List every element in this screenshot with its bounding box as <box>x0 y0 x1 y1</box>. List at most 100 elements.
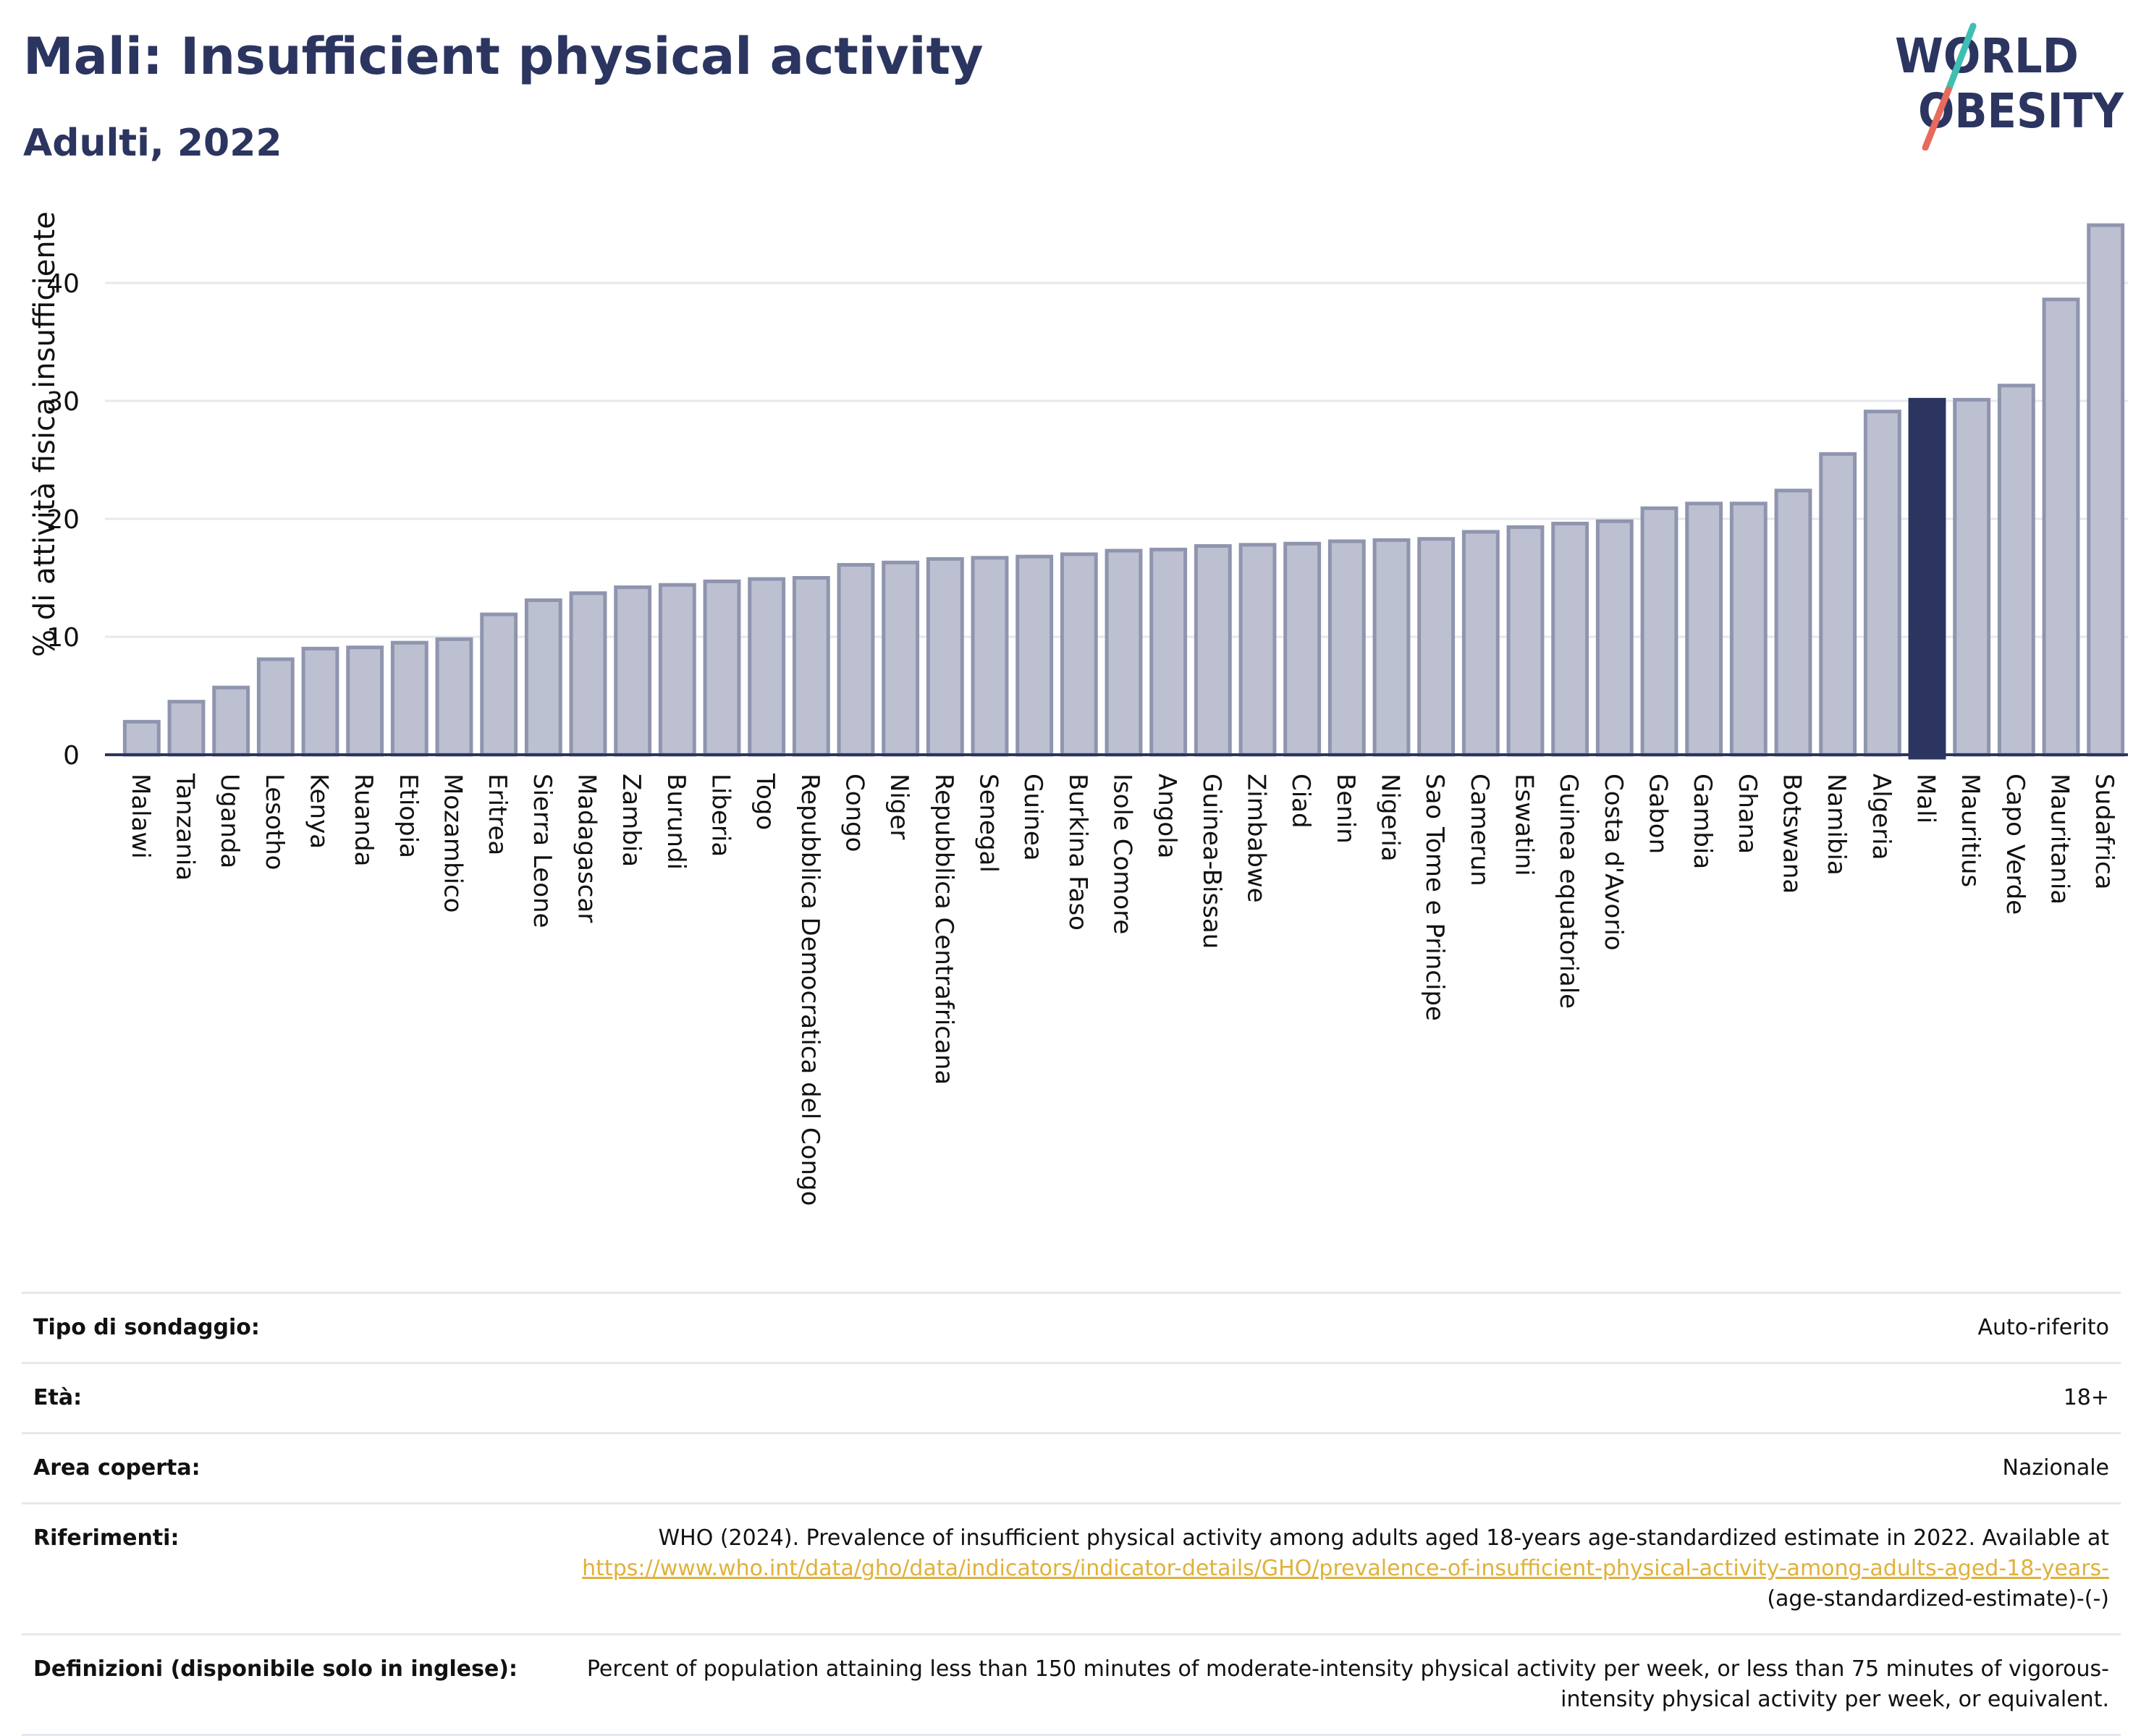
x-tick-label: Senegal <box>974 774 1003 873</box>
bar-ghana <box>1729 501 1768 757</box>
age-label: Età: <box>22 1362 552 1434</box>
bars <box>122 223 2125 760</box>
bar-gabon <box>1640 506 1678 757</box>
x-tick-label: Congo <box>840 774 869 852</box>
bar-gambia <box>1685 501 1723 757</box>
x-tick-label: Gambia <box>1688 774 1717 869</box>
x-tick-label: Uganda <box>215 774 244 868</box>
info-row-survey: Tipo di sondaggio: Auto-riferito <box>22 1292 2121 1363</box>
survey-label: Tipo di sondaggio: <box>22 1292 552 1363</box>
bar-namibia <box>1819 452 1857 757</box>
x-tick-label: Mali <box>1912 774 1941 823</box>
x-tick-label: Guinea equatoriale <box>1554 774 1583 1009</box>
bar-congo <box>837 563 875 757</box>
references-label: Riferimenti: <box>22 1502 552 1635</box>
x-tick-label: Isole Comore <box>1108 774 1137 934</box>
bar-eswatini <box>1506 525 1545 757</box>
logo-slash-coral <box>1922 86 1952 151</box>
bar-sierra-leone <box>524 598 562 757</box>
x-tick-label: Mauritius <box>1956 774 1985 887</box>
x-tick-label: Malawi <box>126 774 155 859</box>
bar-etiopia <box>390 640 428 757</box>
x-tick-label: Niger <box>884 774 913 839</box>
x-tick-label: Togo <box>751 773 780 830</box>
area-value: Nazionale <box>552 1432 2121 1504</box>
area-label: Area coperta: <box>22 1432 552 1504</box>
age-value: 18+ <box>552 1362 2121 1434</box>
logo-line1: WORLD <box>1895 28 2079 84</box>
bar-algeria <box>1863 410 1901 757</box>
bar-costa-d-avorio <box>1595 519 1634 757</box>
bar-guinea <box>1015 554 1054 757</box>
logo-slash-teal <box>1945 22 1977 93</box>
x-tick-label: Nigeria <box>1376 774 1405 862</box>
x-tick-label: Botswana <box>1778 774 1807 894</box>
x-tick-label: Guinea <box>1018 774 1047 861</box>
x-tick-label: Repubblica Democratica del Congo <box>795 774 824 1206</box>
x-tick-label: Tanzania <box>171 773 200 881</box>
bar-burkina-faso <box>1060 552 1098 757</box>
bar-camerun <box>1461 530 1500 757</box>
references-value: WHO (2024). Prevalence of insufficient p… <box>552 1502 2121 1635</box>
x-tick-label: Eritrea <box>483 774 512 855</box>
bar-ciad <box>1283 541 1322 757</box>
references-link[interactable]: https://www.who.int/data/gho/data/indica… <box>582 1556 2109 1581</box>
bar-zambia <box>614 585 652 757</box>
bar-repubblica-centrafricana <box>926 556 964 757</box>
x-tick-label: Kenya <box>305 774 334 849</box>
x-tick-label: Sudafrica <box>2090 774 2119 889</box>
y-tick-label: 40 <box>46 269 80 299</box>
bar-zimbabwe <box>1238 543 1277 757</box>
bar-guinea-equatoriale <box>1551 522 1589 757</box>
info-row-definitions: Definizioni (disponibile solo in inglese… <box>22 1633 2121 1736</box>
bar-eritrea <box>480 612 518 757</box>
bar-mauritania <box>2042 297 2080 757</box>
x-tick-label: Zimbabwe <box>1242 774 1271 903</box>
x-tick-label: Algeria <box>1867 774 1896 860</box>
x-tick-label: Angola <box>1152 774 1181 858</box>
bar-malawi <box>122 719 161 757</box>
x-tick-label: Benin <box>1331 774 1360 844</box>
y-axis-label: % di attività fisica insufficiente <box>28 211 62 657</box>
x-tick-label: Mozambico <box>439 774 468 913</box>
logo-line2: OBESITY <box>1918 83 2124 139</box>
bar-burundi <box>658 583 696 757</box>
y-ticks: 0 10 20 30 40 <box>46 269 80 771</box>
info-row-references: Riferimenti: WHO (2024). Prevalence of i… <box>22 1502 2121 1635</box>
definitions-label: Definizioni (disponibile solo in inglese… <box>22 1633 552 1736</box>
x-tick-label: Costa d'Avorio <box>1599 774 1628 951</box>
x-tick-label: Mauritania <box>2045 774 2074 905</box>
x-tick-label: Namibia <box>1822 774 1851 876</box>
x-tick-label: Guinea-Bissau <box>1197 774 1226 949</box>
survey-value: Auto-riferito <box>552 1292 2121 1363</box>
references-text: WHO (2024). Prevalence of insufficient p… <box>658 1525 2109 1551</box>
info-table: Tipo di sondaggio: Auto-riferito Età: 18… <box>22 1292 2121 1736</box>
bar-chart: 0 10 20 30 40 Malawi Tanzania Uganda Lesotho Ken… <box>28 211 2128 1206</box>
x-tick-label: Etiopia <box>394 774 423 858</box>
x-tick-label: Ghana <box>1733 774 1762 854</box>
bar-nigeria <box>1372 538 1411 757</box>
bar-niger <box>882 560 920 757</box>
bar-liberia <box>703 579 741 757</box>
bar-kenya <box>301 646 339 757</box>
bar-sudafrica <box>2087 223 2125 757</box>
bar-uganda <box>212 685 250 757</box>
x-tick-label: Sao Tome e Principe <box>1420 774 1449 1021</box>
x-tick-label: Madagascar <box>573 774 601 923</box>
bar-benin <box>1327 539 1366 757</box>
chart-title: Mali: Insufficient physical activity <box>23 27 984 86</box>
bar-tanzania <box>167 700 206 757</box>
x-tick-label: Zambia <box>617 774 646 867</box>
chart-subtitle: Adulti, 2022 <box>23 122 282 165</box>
bar-togo <box>748 577 786 757</box>
definitions-value: Percent of population attaining less tha… <box>552 1633 2121 1736</box>
y-tick-label: 0 <box>63 741 80 771</box>
x-tick-label: Eswatini <box>1510 774 1539 876</box>
bar-senegal <box>971 556 1009 757</box>
x-tick-label: Burundi <box>662 774 691 870</box>
x-tick-label: Repubblica Centrafricana <box>929 774 958 1085</box>
x-tick-label: Sierra Leone <box>528 774 557 928</box>
y-tick-label: 20 <box>46 505 80 535</box>
bar-lesotho <box>256 657 295 757</box>
bar-capo-verde <box>1997 384 2035 757</box>
